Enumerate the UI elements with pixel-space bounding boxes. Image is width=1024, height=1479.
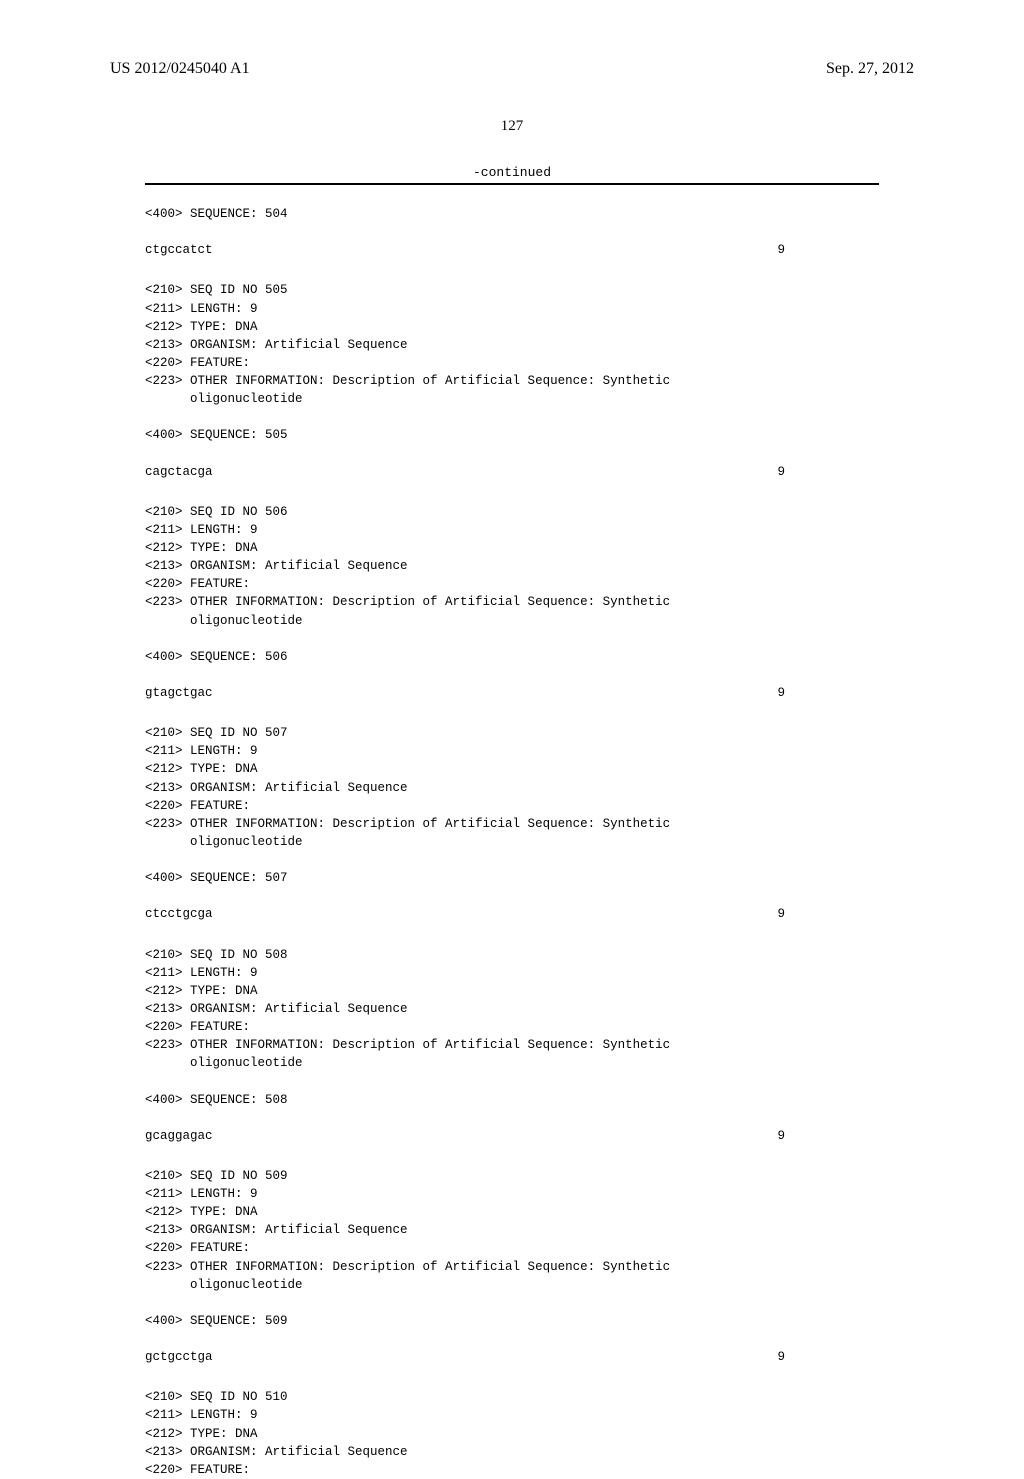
sequence-meta-line: <210> SEQ ID NO 506 — [145, 503, 879, 521]
sequence-meta-line: <210> SEQ ID NO 508 — [145, 946, 879, 964]
sequence-meta-line: <211> LENGTH: 9 — [145, 1185, 879, 1203]
sequence-length-number: 9 — [777, 1348, 785, 1366]
content-wrapper: <400> SEQUENCE: 504 ctgccatct9<210> SEQ … — [0, 183, 1024, 1479]
sequence-text: cagctacga — [145, 463, 213, 481]
sequence-meta-line: <223> OTHER INFORMATION: Description of … — [145, 593, 879, 611]
sequence-meta-line: oligonucleotide — [145, 612, 879, 630]
page-header: US 2012/0245040 A1 Sep. 27, 2012 — [0, 0, 1024, 78]
sequence-meta-line: <220> FEATURE: — [145, 1018, 879, 1036]
sequence-block: <210> SEQ ID NO 508<211> LENGTH: 9<212> … — [145, 946, 879, 1145]
sequence-meta-line: <210> SEQ ID NO 510 — [145, 1388, 879, 1406]
publication-number: US 2012/0245040 A1 — [110, 60, 250, 78]
sequence-meta-line: <212> TYPE: DNA — [145, 982, 879, 1000]
sequence-meta-line: <211> LENGTH: 9 — [145, 300, 879, 318]
sequence-block: <210> SEQ ID NO 506<211> LENGTH: 9<212> … — [145, 503, 879, 702]
publication-date: Sep. 27, 2012 — [826, 60, 914, 78]
sequence-meta-line: <210> SEQ ID NO 509 — [145, 1167, 879, 1185]
blank-line — [145, 666, 879, 684]
sequence-meta-line: <400> SEQUENCE: 506 — [145, 648, 879, 666]
sequence-meta-line: <220> FEATURE: — [145, 1461, 879, 1479]
sequence-meta-line: <223> OTHER INFORMATION: Description of … — [145, 815, 879, 833]
sequence-meta-line: <223> OTHER INFORMATION: Description of … — [145, 1258, 879, 1276]
blank-line — [145, 1330, 879, 1348]
sequence-text: ctcctgcga — [145, 905, 213, 923]
sequence-block: <400> SEQUENCE: 504 ctgccatct 9 — [145, 205, 879, 259]
sequence-meta-line: <400> SEQUENCE: 509 — [145, 1312, 879, 1330]
sequence-meta-line: <223> OTHER INFORMATION: Description of … — [145, 372, 879, 390]
sequence-meta-line: oligonucleotide — [145, 1054, 879, 1072]
sequence-meta-line: <213> ORGANISM: Artificial Sequence — [145, 557, 879, 575]
sequence-length-number: 9 — [777, 905, 785, 923]
blank-line — [145, 445, 879, 463]
sequence-line: ctgccatct 9 — [145, 241, 785, 259]
sequence-meta-line: <220> FEATURE: — [145, 575, 879, 593]
blank-line — [145, 223, 879, 241]
sequence-meta-line: <213> ORGANISM: Artificial Sequence — [145, 1000, 879, 1018]
sequence-length-number: 9 — [777, 1127, 785, 1145]
sequence-meta-line: <213> ORGANISM: Artificial Sequence — [145, 779, 879, 797]
sequence-meta-line: <211> LENGTH: 9 — [145, 742, 879, 760]
sequence-line: gctgcctga 9 — [145, 1348, 785, 1366]
sequence-block: <210> SEQ ID NO 510<211> LENGTH: 9<212> … — [145, 1388, 879, 1479]
sequence-line: gtagctgac 9 — [145, 684, 785, 702]
sequence-meta-line: <211> LENGTH: 9 — [145, 964, 879, 982]
sequence-meta-line: <212> TYPE: DNA — [145, 318, 879, 336]
sequence-text: ctgccatct — [145, 241, 213, 259]
sequence-text: gcaggagac — [145, 1127, 213, 1145]
sequence-meta-line: oligonucleotide — [145, 833, 879, 851]
sequence-meta-line: <220> FEATURE: — [145, 797, 879, 815]
sequence-meta-line: <210> SEQ ID NO 505 — [145, 281, 879, 299]
sequence-meta-line: oligonucleotide — [145, 1276, 879, 1294]
sequence-meta-line: <400> SEQUENCE: 507 — [145, 869, 879, 887]
sequence-meta-line: <223> OTHER INFORMATION: Description of … — [145, 1036, 879, 1054]
sequence-meta-line: <212> TYPE: DNA — [145, 760, 879, 778]
sequence-block: <210> SEQ ID NO 509<211> LENGTH: 9<212> … — [145, 1167, 879, 1366]
sequence-line: cagctacga 9 — [145, 463, 785, 481]
sequence-meta-line — [145, 1294, 879, 1312]
sequence-line: gcaggagac 9 — [145, 1127, 785, 1145]
sequence-meta-line: <211> LENGTH: 9 — [145, 521, 879, 539]
blank-line — [145, 1109, 879, 1127]
sequence-meta-line: <220> FEATURE: — [145, 1239, 879, 1257]
sequence-meta-line: <400> SEQUENCE: 508 — [145, 1091, 879, 1109]
sequence-meta-line: <213> ORGANISM: Artificial Sequence — [145, 1221, 879, 1239]
sequence-line: ctcctgcga 9 — [145, 905, 785, 923]
sequence-meta-line: <400> SEQUENCE: 505 — [145, 426, 879, 444]
sequence-meta-line — [145, 630, 879, 648]
sequence-block: <210> SEQ ID NO 505<211> LENGTH: 9<212> … — [145, 281, 879, 480]
blank-line — [145, 887, 879, 905]
sequence-meta-line: <220> FEATURE: — [145, 354, 879, 372]
sequence-meta-line: <212> TYPE: DNA — [145, 1425, 879, 1443]
sequence-meta-line: <211> LENGTH: 9 — [145, 1406, 879, 1424]
sequence-length-number: 9 — [777, 241, 785, 259]
sequence-text: gtagctgac — [145, 684, 213, 702]
sequence-length-number: 9 — [777, 684, 785, 702]
sequence-meta-line: <212> TYPE: DNA — [145, 539, 879, 557]
sequence-length-number: 9 — [777, 463, 785, 481]
continued-label: -continued — [0, 165, 1024, 180]
sequence-meta-line: oligonucleotide — [145, 390, 879, 408]
page-number: 127 — [0, 118, 1024, 135]
sequence-meta-line: <212> TYPE: DNA — [145, 1203, 879, 1221]
sequence-meta-line: <210> SEQ ID NO 507 — [145, 724, 879, 742]
sequence-block: <210> SEQ ID NO 507<211> LENGTH: 9<212> … — [145, 724, 879, 923]
sequence-meta-line: <400> SEQUENCE: 504 — [145, 205, 879, 223]
sequence-meta-line: <213> ORGANISM: Artificial Sequence — [145, 1443, 879, 1461]
sequence-meta-line: <213> ORGANISM: Artificial Sequence — [145, 336, 879, 354]
top-rule — [145, 183, 879, 185]
sequence-listing: <400> SEQUENCE: 504 ctgccatct9<210> SEQ … — [145, 205, 879, 1479]
sequence-meta-line — [145, 851, 879, 869]
sequence-text: gctgcctga — [145, 1348, 213, 1366]
sequence-meta-line — [145, 408, 879, 426]
sequence-meta-line — [145, 1072, 879, 1090]
